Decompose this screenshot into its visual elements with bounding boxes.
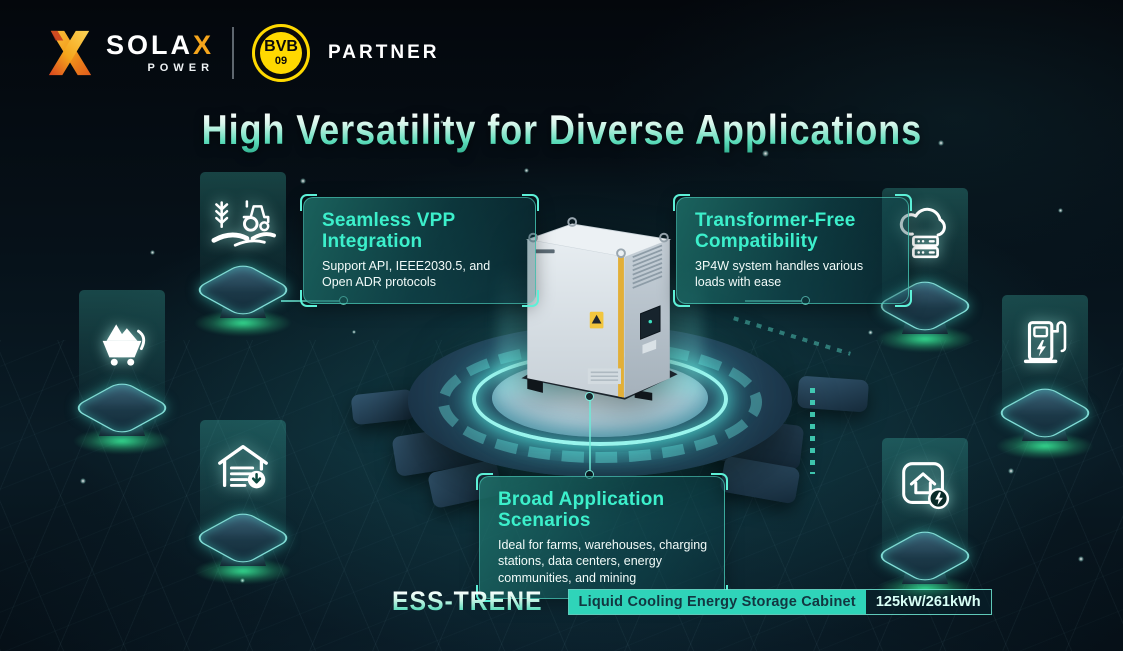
chip-pedestal	[860, 270, 990, 352]
partner-label: PARTNER	[328, 42, 440, 63]
chip-pedestal	[57, 372, 187, 454]
product-badges: Liquid Cooling Energy Storage Cabinet 12…	[567, 588, 992, 615]
scenario-tile-ev-charging	[980, 295, 1110, 459]
glow-dot	[1078, 556, 1084, 562]
chip-pedestal	[178, 502, 308, 584]
product-capacity-badge: 125kW/261kWh	[865, 589, 991, 614]
bracket-corner	[673, 289, 690, 307]
callout-title: Transformer-Free Compatibility	[695, 210, 856, 252]
solax-wordmark: SOLAX POWER	[106, 32, 215, 75]
poster-title: High Versatility for Diverse Application…	[0, 106, 1123, 154]
bvb-letters: BVB	[264, 38, 298, 55]
callout-body: 3P4W system handles various loads with e…	[695, 259, 864, 290]
scenario-tile-farm	[178, 172, 308, 336]
chip-pedestal	[860, 520, 990, 602]
glow-dot	[80, 478, 86, 484]
glow-dot	[868, 330, 873, 335]
scenario-tile-warehouse	[178, 420, 308, 584]
chip-top	[874, 527, 976, 585]
glow-dot	[524, 168, 529, 173]
callout-body: Ideal for farms, warehouses, charging st…	[498, 538, 708, 585]
bracket-corner	[476, 473, 493, 490]
glow-dot	[440, 120, 444, 124]
connector-node	[585, 392, 594, 401]
platform-block	[350, 388, 416, 426]
platform-block	[796, 375, 870, 413]
ev-charger-icon	[1023, 321, 1067, 364]
bvb-badge: BVB 09	[252, 24, 311, 82]
callout-title: Broad Application Scenarios	[498, 489, 665, 531]
dotted-line-diagonal	[733, 316, 851, 356]
bracket-corner	[673, 194, 690, 211]
glow-dot	[150, 250, 155, 255]
mining-cart-icon	[102, 324, 146, 366]
glow-dot	[1058, 208, 1063, 213]
callout-transformer-free: Transformer-Free Compatibility 3P4W syst…	[673, 194, 912, 307]
bracket-corner	[300, 194, 317, 211]
bracket-corner	[300, 289, 317, 307]
chip-top	[192, 261, 294, 319]
chip-top	[994, 384, 1096, 442]
chip-pedestal	[178, 254, 308, 336]
callout-vpp-integration: Seamless VPP Integration Support API, IE…	[300, 194, 539, 307]
glow-dot	[300, 178, 306, 184]
solax-logo: SOLAX POWER	[44, 28, 214, 78]
product-bar: ESS-TRENE Liquid Cooling Energy Storage …	[392, 586, 992, 617]
brand-header: SOLAX POWER BVB 09 PARTNER	[44, 24, 439, 82]
glow-dot	[762, 150, 769, 157]
callout-title: Seamless VPP Integration	[322, 210, 456, 252]
glow-dot	[1008, 468, 1014, 474]
chip-top	[71, 379, 173, 437]
glow-dot	[938, 140, 944, 146]
header-divider	[232, 27, 235, 79]
farm-icon	[211, 200, 276, 247]
bracket-corner	[476, 584, 493, 602]
poster-title-text: High Versatility for Diverse Application…	[201, 106, 922, 153]
warehouse-icon	[218, 445, 268, 489]
bracket-corner	[522, 194, 539, 211]
home-energy-icon	[902, 462, 950, 510]
bracket-corner	[522, 289, 539, 307]
dotted-line-vertical	[810, 388, 815, 474]
bvb-number: 09	[274, 55, 288, 67]
solax-x-icon	[48, 30, 92, 76]
glow-dot	[352, 330, 356, 334]
bracket-corner	[711, 473, 728, 490]
callout-body: Support API, IEEE2030.5, and Open ADR pr…	[322, 259, 491, 290]
solax-power-label: POWER	[147, 62, 215, 74]
bracket-corner	[895, 289, 912, 307]
callout-broad-scenarios: Broad Application Scenarios Ideal for fa…	[476, 473, 728, 602]
bracket-corner	[895, 194, 912, 211]
solax-name-x: X	[193, 30, 215, 60]
product-tagline-badge: Liquid Cooling Energy Storage Cabinet	[568, 589, 866, 614]
scenario-tile-mining	[57, 290, 187, 454]
chip-pedestal	[980, 377, 1110, 459]
connector-line	[589, 398, 591, 472]
solax-name: SOLAX	[106, 32, 214, 59]
scenario-tile-home-energy	[860, 438, 990, 602]
storage-cabinet	[521, 217, 678, 401]
solax-name-main: SOLA	[106, 30, 194, 60]
product-name: ESS-TRENE	[392, 586, 543, 616]
chip-top	[192, 509, 294, 567]
